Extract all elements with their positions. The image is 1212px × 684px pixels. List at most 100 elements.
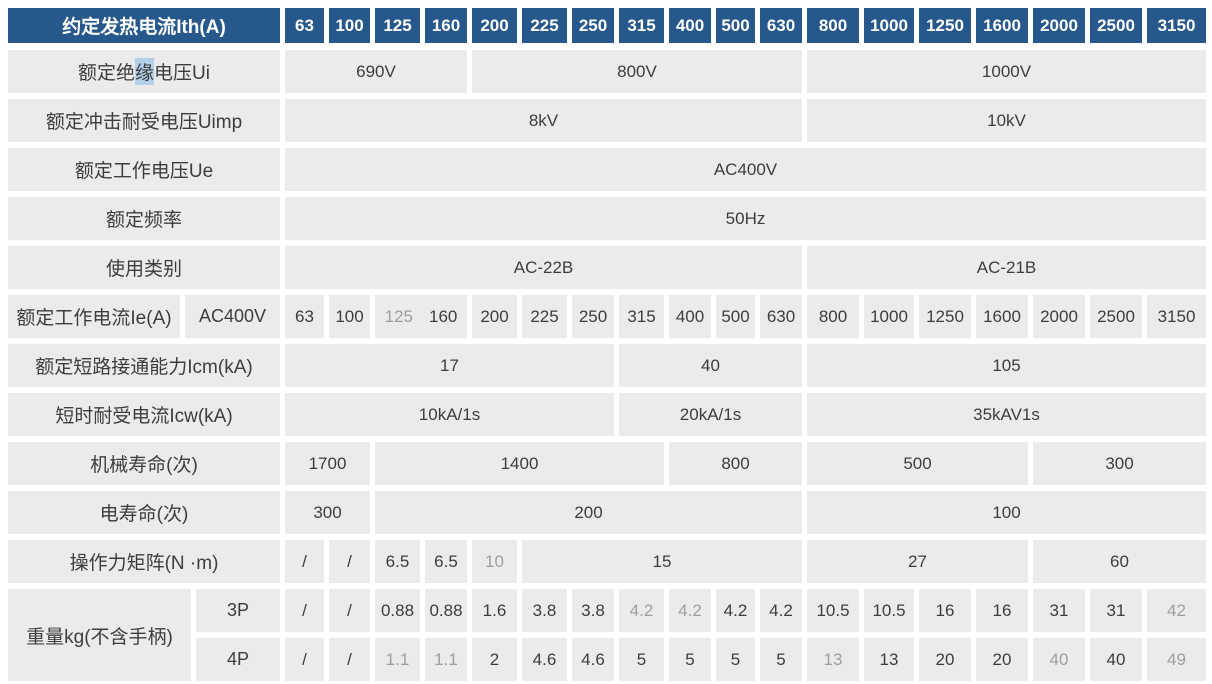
- table-cell: 500: [807, 442, 1028, 485]
- row-label-weight: 重量kg(不含手柄): [8, 589, 191, 681]
- row-label-icw: 短时耐受电流Icw(kA): [8, 393, 280, 436]
- row-values-grid: 10kA/1s 20kA/1s 35kAV1s: [285, 393, 1206, 436]
- table-cell: 500: [716, 295, 755, 338]
- table-cell: 2500: [1090, 8, 1142, 43]
- selected-text: 缘: [135, 58, 155, 85]
- row-values-grid: 50Hz: [285, 197, 1206, 240]
- row-mechanical-life: 机械寿命(次) 1700 1400 800 500 300: [8, 442, 1206, 485]
- table-cell: 20: [919, 638, 971, 681]
- row-sublabel-3p: 3P: [196, 589, 280, 632]
- table-cell: 1.1: [425, 638, 467, 681]
- table-cell: /: [329, 638, 370, 681]
- table-cell: 17: [285, 344, 614, 387]
- table-cell: 31: [1090, 589, 1142, 632]
- table-cell: 1.6: [472, 589, 517, 632]
- row-label-mech-life: 机械寿命(次): [8, 442, 280, 485]
- table-cell: 20kA/1s: [619, 393, 802, 436]
- row-rated-impulse-withstand-voltage: 额定冲击耐受电压Uimp 8kV 10kV: [8, 99, 1206, 142]
- table-cell: 800: [807, 8, 859, 43]
- row-values-grid: 8kV 10kV: [285, 99, 1206, 142]
- table-cell: 40: [1090, 638, 1142, 681]
- table-cell: /: [285, 589, 324, 632]
- row-values-grid: AC400V: [285, 148, 1206, 191]
- table-cell: 0.88: [375, 589, 420, 632]
- row-label-ui: 额定绝缘电压Ui: [8, 50, 280, 93]
- table-cell: 13: [807, 638, 859, 681]
- table-cell: 10.5: [864, 589, 914, 632]
- row-values-grid: 690V 800V 1000V: [285, 50, 1206, 93]
- table-cell: 1000: [864, 8, 914, 43]
- row-operating-torque: 操作力矩阵(N ·m) //6.5 6.5 10 15 27 60: [8, 540, 1206, 583]
- table-cell: 125 160: [375, 295, 467, 338]
- table-cell: 4.2: [760, 589, 802, 632]
- table-cell: 690V: [285, 50, 467, 93]
- row-utilization-category: 使用类别 AC-22B AC-21B: [8, 246, 1206, 289]
- table-cell: 200: [472, 8, 517, 43]
- row-sublabel-ac400v: AC400V: [185, 295, 280, 338]
- row-values-grid: 63 100 125 160 200 225 250 315 400 500 630 800 1000 1…: [285, 8, 1206, 43]
- table-cell: 42: [1147, 589, 1206, 632]
- row-values-grid: //6.5 6.5 10 15 27 60: [285, 540, 1206, 583]
- row-weight: 重量kg(不含手柄) 3P //0.88 0.88 1.6 3.8 3.8 4.2 4.2 4…: [8, 589, 1206, 681]
- row-values-grid: 300 200 100: [285, 491, 1206, 534]
- table-cell: 50Hz: [285, 197, 1206, 240]
- table-cell: 6.5: [425, 540, 467, 583]
- table-cell: 2000: [1033, 295, 1085, 338]
- table-cell: 315: [619, 295, 664, 338]
- row-values-grid: 1700 1400 800 500 300: [285, 442, 1206, 485]
- table-cell: 400: [669, 295, 711, 338]
- row-short-circuit-making-capacity: 额定短路接通能力Icm(kA) 17 40 105: [8, 344, 1206, 387]
- table-cell: 2: [472, 638, 517, 681]
- table-cell: 250: [572, 295, 614, 338]
- row-values-grid: 17 40 105: [285, 344, 1206, 387]
- table-cell: 630: [760, 8, 802, 43]
- table-cell: 105: [807, 344, 1206, 387]
- table-cell: 315: [619, 8, 664, 43]
- weight-row-4p: 4P //1.1 1.1 2 4.6 4.6 5 5 5 5 13 13 20 20 40 40 49: [196, 638, 1206, 681]
- table-cell: 225: [522, 295, 567, 338]
- label-text: 额定绝: [78, 63, 136, 84]
- table-cell: 100: [329, 8, 370, 43]
- table-cell: 4.6: [572, 638, 614, 681]
- label-text: 电压Ui: [154, 63, 210, 84]
- table-cell: 10: [472, 540, 517, 583]
- table-cell: 1600: [976, 8, 1028, 43]
- table-cell: 4.2: [619, 589, 664, 632]
- table-cell: 16: [976, 589, 1028, 632]
- table-cell: 16: [919, 589, 971, 632]
- table-cell: 630: [760, 295, 802, 338]
- row-rated-frequency: 额定频率 50Hz: [8, 197, 1206, 240]
- row-label-icm: 额定短路接通能力Icm(kA): [8, 344, 280, 387]
- weight-row-3p: 3P //0.88 0.88 1.6 3.8 3.8 4.2 4.2 4.2 4.2 10.5 10…: [196, 589, 1206, 632]
- table-cell: 8kV: [285, 99, 802, 142]
- table-cell: 3150: [1147, 8, 1206, 43]
- table-cell: 5: [716, 638, 755, 681]
- table-cell: 40: [1033, 638, 1085, 681]
- table-cell: 15: [522, 540, 802, 583]
- table-cell: 3150: [1147, 295, 1206, 338]
- table-cell: 5: [669, 638, 711, 681]
- table-cell: 63: [285, 8, 324, 43]
- row-label-elec-life: 电寿命(次): [8, 491, 280, 534]
- table-cell: 1400: [375, 442, 664, 485]
- row-rated-insulation-voltage: 额定绝缘电压Ui 690V 800V 1000V: [8, 50, 1206, 93]
- row-label-torque: 操作力矩阵(N ·m): [8, 540, 280, 583]
- row-values-grid: AC-22B AC-21B: [285, 246, 1206, 289]
- table-cell: /: [285, 638, 324, 681]
- table-cell: 160: [425, 8, 467, 43]
- table-cell: AC-21B: [807, 246, 1206, 289]
- table-cell: 27: [807, 540, 1028, 583]
- table-cell: 60: [1033, 540, 1206, 583]
- table-cell: 300: [285, 491, 370, 534]
- table-cell: 225: [522, 8, 567, 43]
- table-cell: 1250: [919, 8, 971, 43]
- table-cell: 2000: [1033, 8, 1085, 43]
- table-cell: 31: [1033, 589, 1085, 632]
- table-cell: 800: [807, 295, 859, 338]
- table-cell: 500: [716, 8, 755, 43]
- row-electrical-life: 电寿命(次) 300 200 100: [8, 491, 1206, 534]
- table-cell: /: [329, 540, 370, 583]
- table-cell: 3.8: [572, 589, 614, 632]
- table-cell: 125: [375, 8, 420, 43]
- table-cell: 800: [669, 442, 802, 485]
